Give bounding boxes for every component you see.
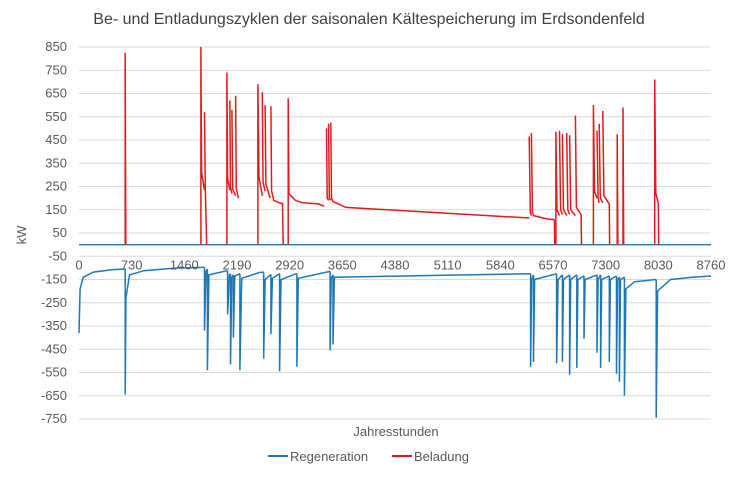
- beladung-segment: [283, 203, 284, 245]
- x-tick-label: 2920: [275, 258, 304, 273]
- y-tick-label: -150: [41, 272, 67, 287]
- x-tick-label: 0: [75, 258, 82, 273]
- legend-regeneration-label: Regeneration: [290, 449, 368, 464]
- y-tick-label: 850: [45, 39, 67, 54]
- x-tick-label: 1460: [170, 258, 199, 273]
- y-tick-label: -50: [48, 248, 67, 263]
- x-tick-label: 6570: [539, 258, 568, 273]
- x-tick-label: 730: [121, 258, 143, 273]
- y-tick-label: 550: [45, 109, 67, 124]
- y-tick-label: -650: [41, 388, 67, 403]
- y-tick-label: -350: [41, 318, 67, 333]
- x-axis-label: Jahresstunden: [353, 424, 438, 439]
- x-tick-label: 8760: [697, 258, 726, 273]
- y-tick-label: 350: [45, 155, 67, 170]
- x-tick-label: 5840: [486, 258, 515, 273]
- y-tick-label: -550: [41, 365, 67, 380]
- y-tick-label: 650: [45, 86, 67, 101]
- x-tick-label: 7300: [591, 258, 620, 273]
- legend-beladung-label: Beladung: [414, 449, 469, 464]
- y-tick-label: -450: [41, 341, 67, 356]
- beladung-segment: [125, 53, 126, 245]
- beladung-segment: [623, 108, 624, 245]
- x-tick-label: 8030: [644, 258, 673, 273]
- x-tick-label: 2190: [223, 258, 252, 273]
- y-axis-label: kW: [14, 225, 29, 245]
- x-tick-label: 5110: [434, 258, 462, 273]
- y-tick-label: -250: [41, 295, 67, 310]
- x-tick-label: 3650: [328, 258, 357, 273]
- y-tick-label: 750: [45, 62, 67, 77]
- y-tick-label: 150: [45, 202, 67, 217]
- chart-title: Be- und Entladungszyklen der saisonalen …: [93, 11, 644, 28]
- y-tick-label: -750: [41, 411, 67, 426]
- y-tick-label: 50: [53, 225, 67, 240]
- y-tick-label: 450: [45, 132, 67, 147]
- y-tick-label: 250: [45, 179, 67, 194]
- beladung-segment: [617, 134, 618, 244]
- x-tick-label: 4380: [381, 258, 410, 273]
